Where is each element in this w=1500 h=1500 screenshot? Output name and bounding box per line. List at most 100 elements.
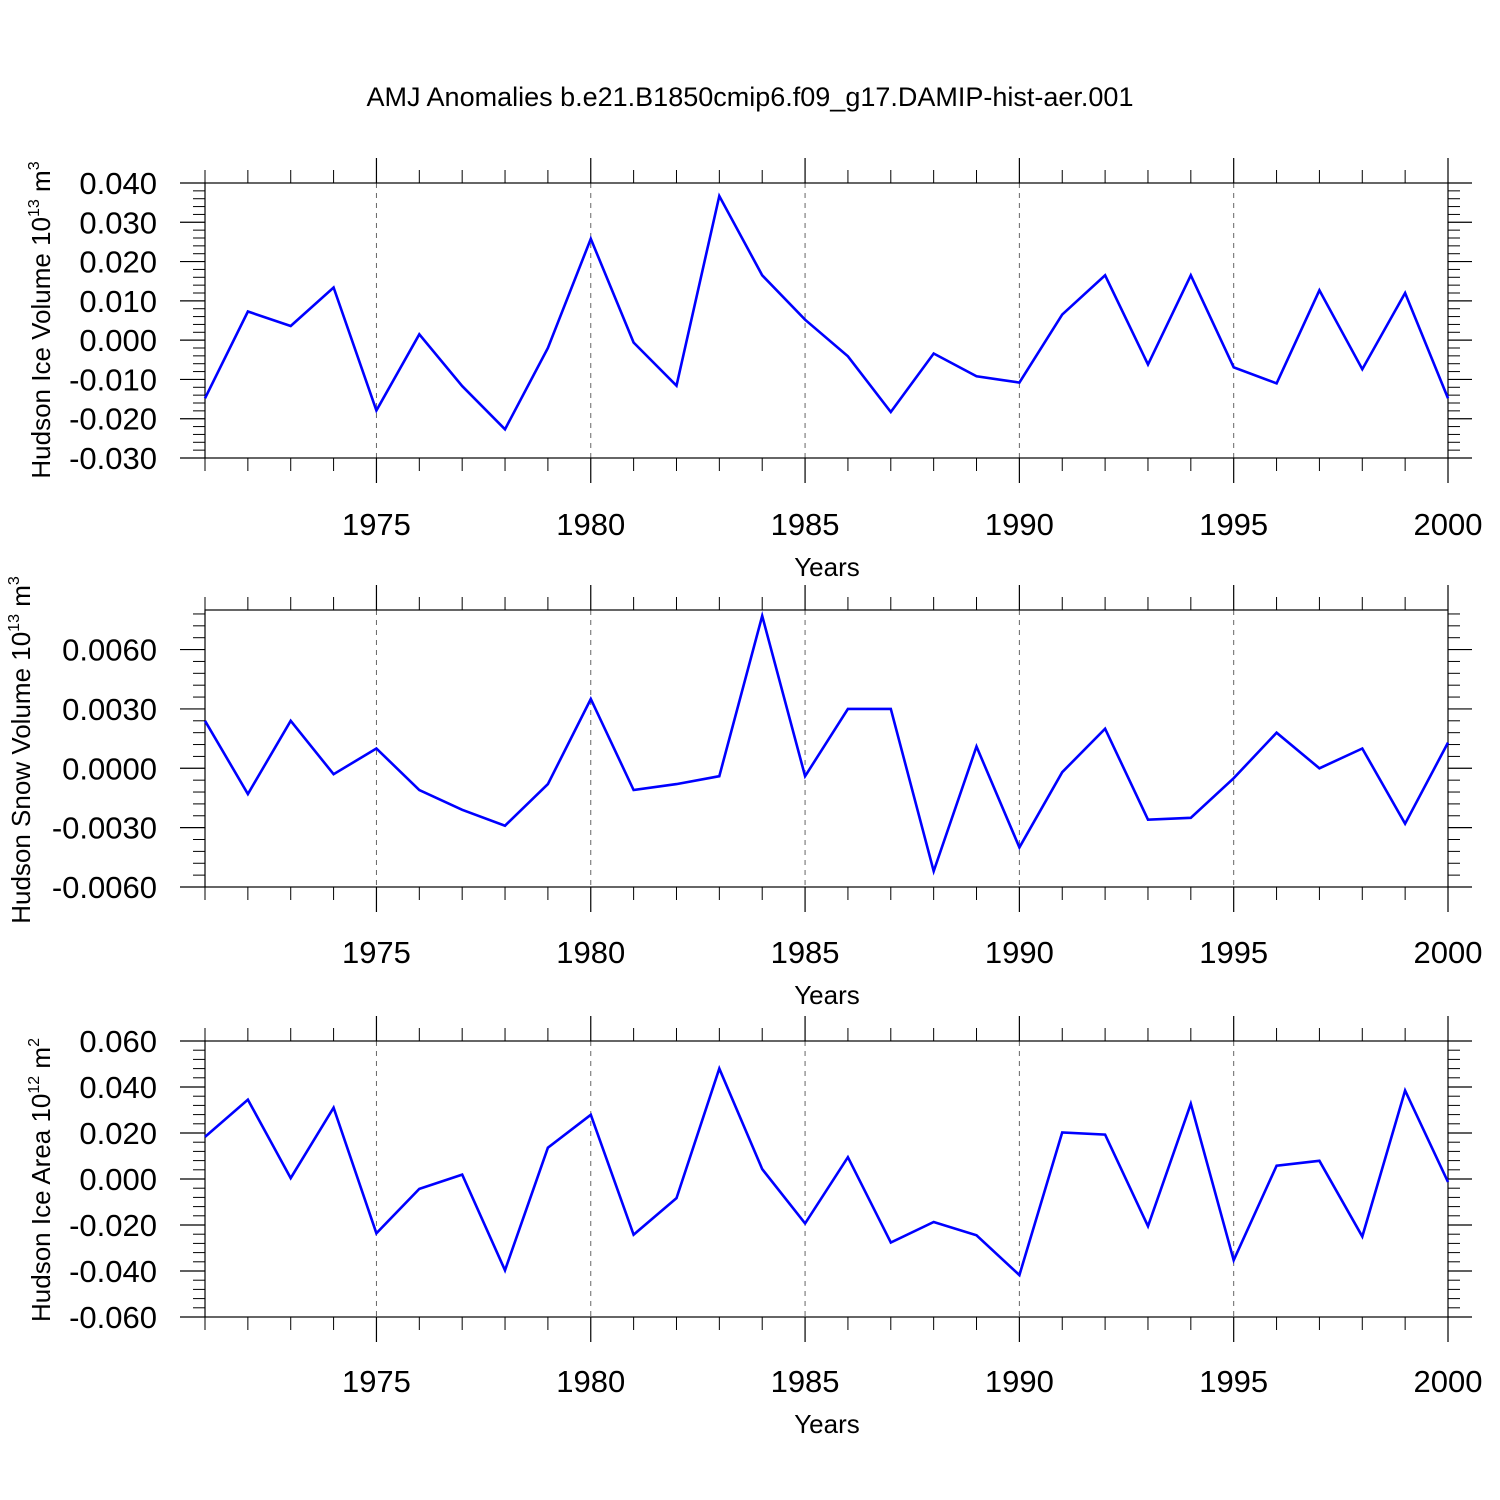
data-point-1997 — [1317, 766, 1321, 770]
y-tick-label: 0.010 — [79, 284, 157, 319]
plot-frame-snow-volume — [204, 609, 1449, 888]
y-tick-label: 0.0000 — [62, 751, 157, 786]
y-tick-label: 0.030 — [79, 205, 157, 240]
data-point-1993 — [1146, 818, 1150, 822]
data-point-1989 — [975, 1233, 979, 1237]
data-point-1995 — [1232, 365, 1236, 369]
x-axis-title: Years — [794, 980, 860, 1010]
x-tick-label: 1975 — [342, 1364, 411, 1399]
y-tick-label: 0.0060 — [62, 633, 157, 668]
data-point-1977 — [460, 1173, 464, 1177]
x-tick-label: 1975 — [342, 935, 411, 970]
y-tick-label: 0.040 — [79, 166, 157, 201]
data-point-1975 — [374, 408, 378, 412]
x-tick-label: 2000 — [1414, 507, 1483, 542]
panel-ice-volume: -0.030 -0.020 -0.010 0.000 0.010 0.020 0.030 0.… — [26, 158, 1482, 582]
y-axis-title-text: Hudson Snow Volume 10 — [6, 632, 36, 924]
data-point-1991 — [1060, 313, 1064, 317]
data-point-2000 — [1446, 1180, 1450, 1184]
data-point-1976 — [417, 788, 421, 792]
data-point-1984 — [760, 273, 764, 277]
data-point-1982 — [674, 1196, 678, 1200]
y-axis-title-unit-exponent: 3 — [26, 161, 43, 170]
x-tick-label: 1980 — [556, 935, 625, 970]
data-point-1998 — [1360, 747, 1364, 751]
data-point-1993 — [1146, 1224, 1150, 1228]
x-tick-label: 1995 — [1199, 507, 1268, 542]
x-tick-label: 1985 — [771, 935, 840, 970]
data-point-1971 — [203, 1135, 207, 1139]
data-point-1979 — [546, 782, 550, 786]
y-tick-label: -0.0060 — [52, 870, 157, 905]
data-point-2000 — [1446, 741, 1450, 745]
y-axis-title-text: Hudson Ice Volume 10 — [26, 217, 56, 479]
data-point-2000 — [1446, 396, 1450, 400]
series-line-ice-area — [204, 1064, 1450, 1278]
data-point-1994 — [1189, 273, 1193, 277]
y-tick-label: -0.020 — [69, 402, 157, 437]
plot-frame-ice-area — [204, 1040, 1449, 1318]
data-point-1985 — [803, 774, 807, 778]
data-point-1999 — [1403, 822, 1407, 826]
data-point-1991 — [1060, 770, 1064, 774]
data-point-1990 — [1017, 381, 1021, 385]
y-tick-label: 0.020 — [79, 245, 157, 280]
y-tick-label: 0.0030 — [62, 692, 157, 727]
data-point-1987 — [889, 410, 893, 414]
data-point-1991 — [1060, 1131, 1064, 1135]
x-tick-label: 1995 — [1199, 1364, 1268, 1399]
y-tick-label: -0.0030 — [52, 811, 157, 846]
data-point-1985 — [803, 318, 807, 322]
y-axis-title-exponent: 13 — [6, 614, 23, 632]
y-axis-title: Hudson Ice Area 1012 m2 — [26, 1038, 56, 1322]
x-tick-label: 1990 — [985, 1364, 1054, 1399]
data-point-1972 — [246, 792, 250, 796]
data-point-1995 — [1232, 1258, 1236, 1262]
data-point-1982 — [674, 384, 678, 388]
data-point-1981 — [632, 341, 636, 345]
data-point-1998 — [1360, 367, 1364, 371]
y-tick-label: 0.000 — [79, 323, 157, 358]
y-axis-title-exponent: 13 — [26, 199, 43, 217]
x-axis-title: Years — [794, 1409, 860, 1439]
data-point-1984 — [760, 614, 764, 618]
data-point-1997 — [1317, 288, 1321, 292]
y-tick-label: -0.060 — [69, 1300, 157, 1335]
data-point-1986 — [846, 354, 850, 358]
data-point-1980 — [589, 697, 593, 701]
data-point-1981 — [632, 1233, 636, 1237]
x-tick-label: 1980 — [556, 507, 625, 542]
data-point-1985 — [803, 1221, 807, 1225]
data-point-1996 — [1275, 381, 1279, 385]
data-point-1973 — [289, 719, 293, 723]
y-axis-title-unit: m — [26, 170, 56, 199]
data-point-1981 — [632, 788, 636, 792]
panel-ice-area: -0.060 -0.040 -0.020 0.000 0.020 0.040 0.060 19… — [26, 1016, 1482, 1439]
x-tick-label: 1990 — [985, 935, 1054, 970]
y-axis-title: Hudson Ice Volume 1013 m3 — [26, 161, 56, 478]
data-point-1994 — [1189, 1102, 1193, 1106]
data-point-1983 — [717, 774, 721, 778]
data-point-1988 — [932, 352, 936, 356]
y-axis-title-text: Hudson Ice Area 10 — [26, 1094, 56, 1322]
y-axis-title-exponent: 12 — [26, 1076, 43, 1094]
series-line-ice-volume — [203, 192, 1450, 432]
data-point-1996 — [1275, 731, 1279, 735]
data-point-1992 — [1103, 1133, 1107, 1137]
data-point-1995 — [1232, 776, 1236, 780]
y-axis-title-unit-exponent: 3 — [6, 576, 23, 585]
data-point-1980 — [589, 1113, 593, 1117]
data-point-1986 — [846, 1155, 850, 1159]
data-point-1976 — [417, 1187, 421, 1191]
data-point-1980 — [589, 237, 593, 241]
data-point-1992 — [1103, 727, 1107, 731]
data-point-1974 — [332, 772, 336, 776]
y-tick-label: 0.040 — [79, 1070, 157, 1105]
data-point-1997 — [1317, 1159, 1321, 1163]
x-axis-title: Years — [794, 552, 860, 582]
data-point-1984 — [760, 1167, 764, 1171]
series-line-snow-volume — [203, 610, 1450, 876]
data-point-1978 — [503, 824, 507, 828]
data-point-1975 — [374, 1231, 378, 1235]
